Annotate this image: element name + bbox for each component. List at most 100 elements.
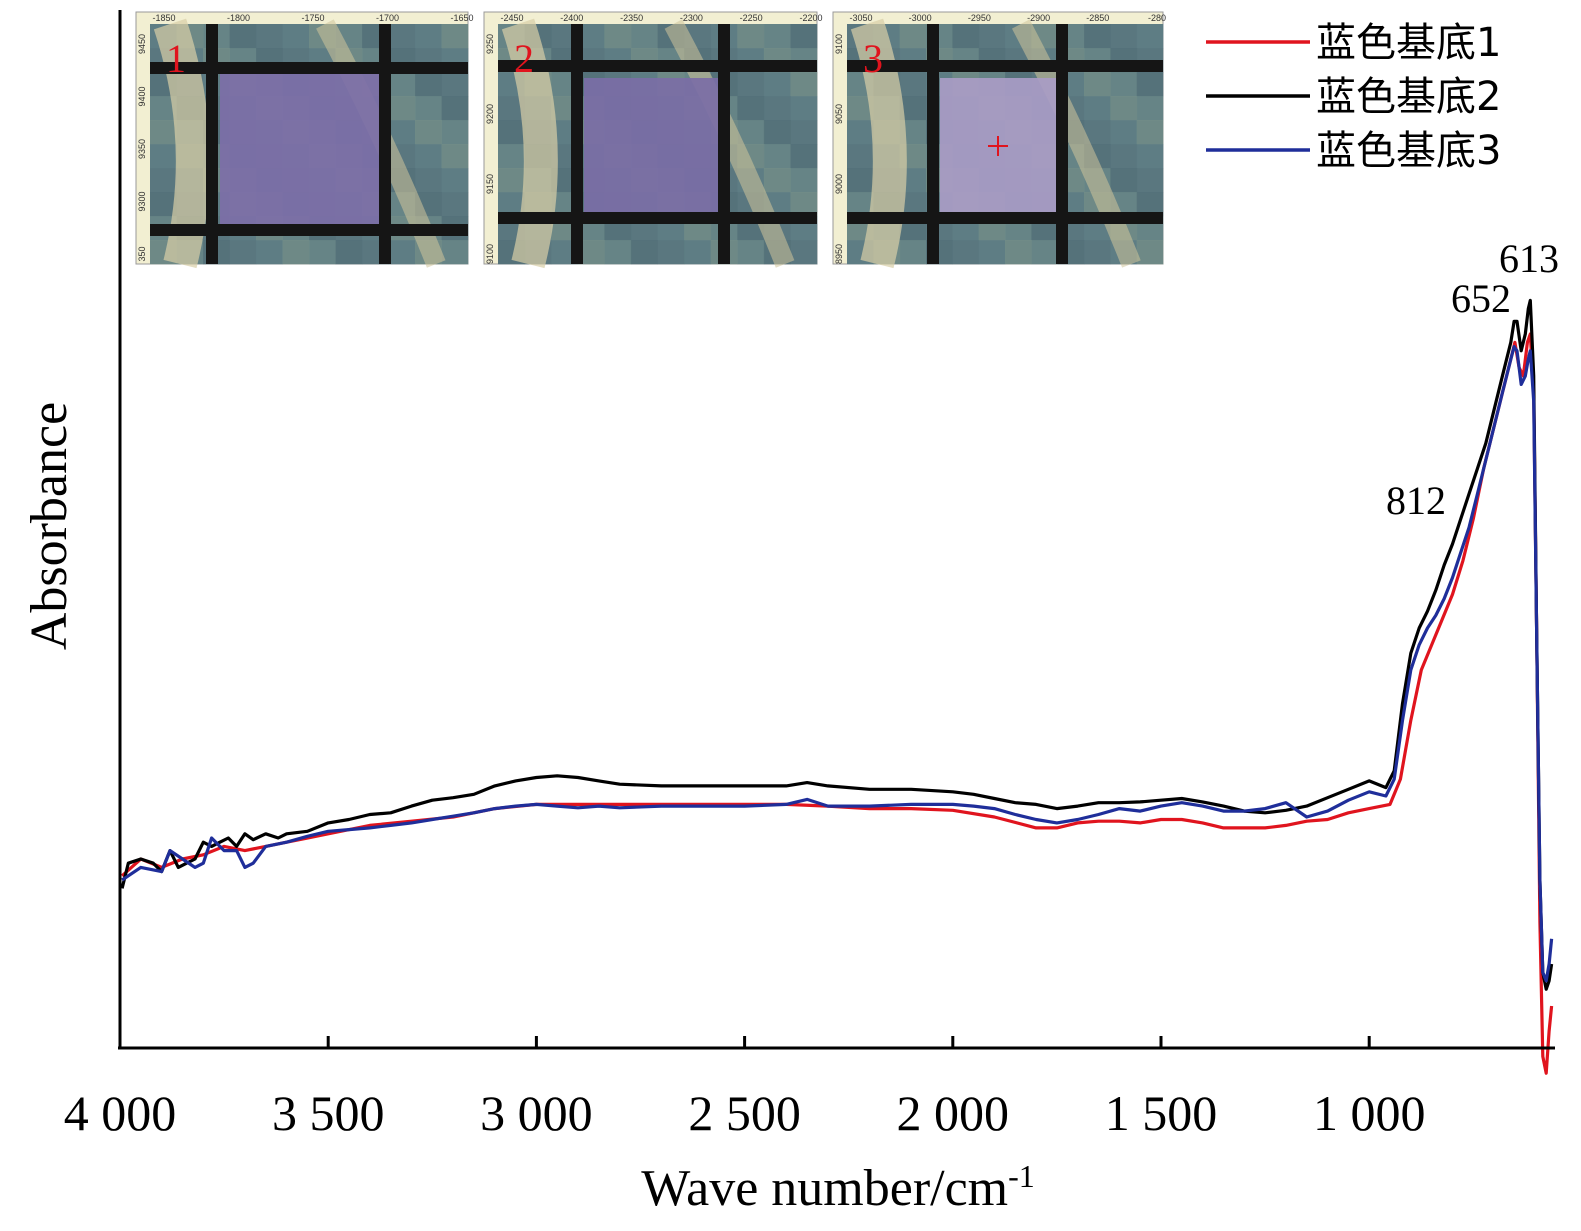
micrograph-texture <box>1110 144 1138 169</box>
micrograph-texture <box>498 120 526 145</box>
grid-bar <box>150 224 468 236</box>
peak-label: 652 <box>1451 276 1511 321</box>
series-line <box>120 298 1554 991</box>
micrograph-texture <box>1136 144 1164 169</box>
series-line <box>121 345 1554 983</box>
micrograph-texture <box>630 24 658 49</box>
inset-y-tick: 9400 <box>137 86 147 106</box>
micrograph-texture <box>441 144 469 169</box>
inset-x-tick: -2350 <box>620 13 643 23</box>
micrograph-texture <box>388 240 416 265</box>
inset-y-tick: 9200 <box>485 104 495 124</box>
micrograph-texture <box>441 24 469 49</box>
inset-y-tick: 9100 <box>485 244 495 264</box>
grid-bar <box>498 212 817 224</box>
micrograph-streak <box>664 19 795 268</box>
inset-x-tick: -1800 <box>227 13 250 23</box>
micrograph-texture <box>847 120 874 145</box>
inset-y-tick: 9350 <box>137 139 147 159</box>
micrograph-insets: -1850 -1800 -1750 -1700 -1650 9450 9400 9350 930… <box>135 11 1166 269</box>
micrograph-texture <box>415 24 442 49</box>
inset-x-tick: -1650 <box>450 13 473 23</box>
x-tick-label: 1 000 <box>1313 1085 1426 1141</box>
inset-y-tick: 9250 <box>485 34 495 54</box>
inset-panel: -2450 -2400 -2350 -2300 -2250 -2200 9250 9200 91… <box>483 11 823 269</box>
micrograph-texture <box>150 192 177 217</box>
grid-bar <box>1056 24 1068 264</box>
micrograph-texture <box>441 96 469 121</box>
micrograph-texture <box>1136 72 1164 97</box>
x-tick-label: 2 000 <box>897 1085 1010 1141</box>
micrograph-texture <box>899 240 927 265</box>
micrograph-texture <box>978 240 1006 265</box>
micrograph-texture <box>1005 240 1032 265</box>
y-axis-title: Absorbance <box>21 402 78 650</box>
micrograph-texture <box>763 24 791 49</box>
micrograph-texture <box>847 168 874 193</box>
spectrum-lines <box>120 298 1554 1075</box>
x-tick-label: 2 500 <box>688 1085 801 1141</box>
inset-panel: -1850 -1800 -1750 -1700 -1650 9450 9400 9350 930… <box>135 11 474 269</box>
inset-y-tick: 9000 <box>834 174 844 194</box>
micrograph-texture <box>790 168 818 193</box>
micrograph-texture <box>763 144 791 169</box>
inset-y-tick: 9300 <box>137 191 147 211</box>
grid-bar <box>206 24 218 264</box>
micrograph-texture <box>952 24 980 49</box>
micrograph-texture <box>1031 240 1059 265</box>
micrograph-texture <box>441 240 469 265</box>
grid-bar <box>847 212 1163 224</box>
peak-label: 613 <box>1499 236 1559 281</box>
micrograph-texture <box>604 24 632 49</box>
micrograph-texture <box>790 144 818 169</box>
inset-x-tick: -2250 <box>740 13 763 23</box>
inset-panel: -3050 -3000 -2950 -2900 -2850 -280 9100 9050 900… <box>832 11 1166 269</box>
micrograph-texture <box>1136 24 1164 49</box>
micrograph-texture <box>441 120 469 145</box>
micrograph-texture <box>256 240 283 265</box>
micrograph-texture <box>1110 24 1138 49</box>
grid-bar <box>498 60 817 72</box>
micrograph-texture <box>763 96 791 121</box>
micrograph-texture <box>1084 240 1111 265</box>
micrograph-texture <box>899 24 927 49</box>
micrograph-texture <box>790 240 818 265</box>
micrograph-texture <box>388 24 416 49</box>
micrograph-texture <box>498 168 526 193</box>
inset-x-tick: -2900 <box>1027 13 1050 23</box>
series-line <box>121 332 1554 1075</box>
grid-bar <box>927 24 939 264</box>
grid-bar <box>847 60 1163 72</box>
axes <box>118 10 1555 1050</box>
legend: 蓝色基底1 蓝色基底2 蓝色基底3 <box>1206 20 1501 174</box>
micrograph-texture <box>282 24 310 49</box>
inset-x-tick: -2450 <box>500 13 523 23</box>
micrograph-texture <box>441 72 469 97</box>
micrograph-texture <box>737 72 765 97</box>
micrograph-texture <box>790 24 818 49</box>
micrograph-streak <box>1011 19 1141 268</box>
micrograph-texture <box>441 192 469 217</box>
inset-x-tick: -3050 <box>849 13 872 23</box>
micrograph-streak <box>850 18 907 269</box>
x-axis-ticks: 4 000 3 500 3 000 2 500 2 000 1 500 1 000 <box>64 1036 1426 1141</box>
micrograph-texture <box>790 120 818 145</box>
inset-x-tick: -280 <box>1148 13 1166 23</box>
legend-label: 蓝色基底2 <box>1316 74 1501 120</box>
micrograph-texture <box>790 72 818 97</box>
x-tick-label: 1 500 <box>1105 1085 1218 1141</box>
micrograph-texture <box>1136 120 1164 145</box>
inset-x-tick: -1700 <box>376 13 399 23</box>
inset-number-label: 3 <box>863 36 883 81</box>
micrograph-texture <box>604 240 632 265</box>
micrograph-texture <box>737 96 765 121</box>
x-axis-title: Wave number/cm-1 <box>641 1158 1035 1217</box>
micrograph-texture <box>1110 96 1138 121</box>
analysis-region <box>584 78 724 213</box>
inset-x-tick: -2950 <box>968 13 991 23</box>
micrograph-texture <box>978 24 1006 49</box>
micrograph-texture <box>498 144 526 169</box>
inset-y-tick: 9100 <box>834 34 844 54</box>
micrograph-texture <box>150 144 177 169</box>
